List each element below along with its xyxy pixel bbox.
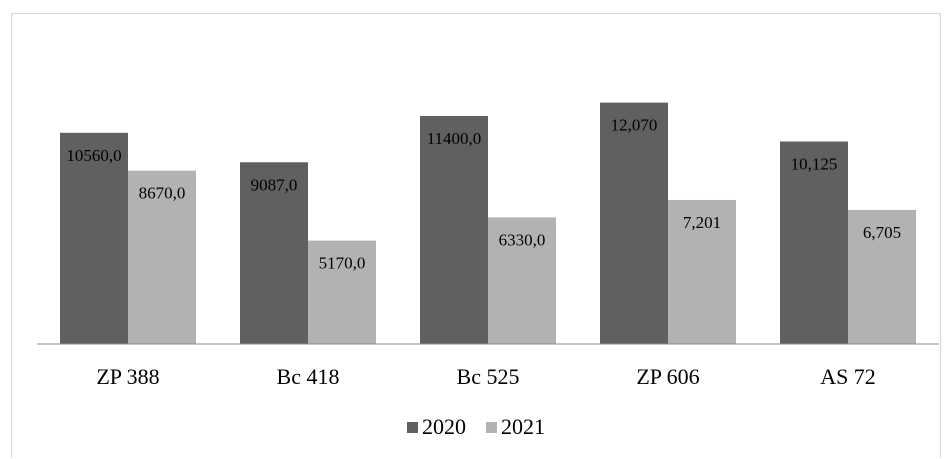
- data-label-2020-bc-418: 9087,0: [251, 175, 298, 194]
- legend-entry-2020: 2020: [407, 414, 466, 440]
- bars-layer: [60, 102, 916, 344]
- legend: 2020 2021: [0, 412, 952, 442]
- data-label-2020-zp-388: 10560,0: [66, 146, 121, 165]
- bar-2021-bc-525: [488, 217, 556, 344]
- data-labels-layer: 10560,0 8670,0 9087,0 5170,0 11400,0 6330,0 12…: [66, 116, 901, 273]
- data-label-2021-as-72: 6,705: [863, 223, 901, 242]
- bar-2021-as-72: [848, 209, 916, 344]
- legend-label-2020: 2020: [422, 414, 466, 439]
- bar-2021-bc-418: [308, 240, 376, 344]
- legend-label-2021: 2021: [501, 414, 545, 439]
- data-label-2021-bc-418: 5170,0: [319, 254, 366, 273]
- bar-2021-zp-388: [128, 170, 196, 344]
- data-label-2020-zp-606: 12,070: [611, 116, 658, 135]
- data-label-2020-bc-525: 11400,0: [427, 129, 482, 148]
- bar-2021-zp-606: [668, 199, 736, 344]
- x-tick-label-zp-388: ZP 388: [96, 364, 159, 389]
- bar-2020-zp-606: [600, 102, 668, 344]
- data-label-2021-bc-525: 6330,0: [499, 230, 546, 249]
- data-label-2021-zp-388: 8670,0: [139, 184, 186, 203]
- x-tick-label-bc-525: Bc 525: [457, 364, 520, 389]
- bar-2020-bc-418: [240, 162, 308, 344]
- x-tick-label-bc-418: Bc 418: [277, 364, 340, 389]
- bar-2020-bc-525: [420, 116, 488, 344]
- legend-entry-2021: 2021: [486, 414, 545, 440]
- bar-2020-as-72: [780, 141, 848, 344]
- data-label-2021-zp-606: 7,201: [683, 213, 721, 232]
- legend-swatch-2020: [407, 421, 418, 433]
- data-label-2020-as-72: 10,125: [791, 155, 838, 174]
- x-tick-label-as-72: AS 72: [820, 364, 876, 389]
- x-tick-label-zp-606: ZP 606: [636, 364, 699, 389]
- legend-swatch-2021: [486, 421, 497, 433]
- x-tick-labels: ZP 388 Bc 418 Bc 525 ZP 606 AS 72: [96, 364, 875, 389]
- bar-2020-zp-388: [60, 132, 128, 344]
